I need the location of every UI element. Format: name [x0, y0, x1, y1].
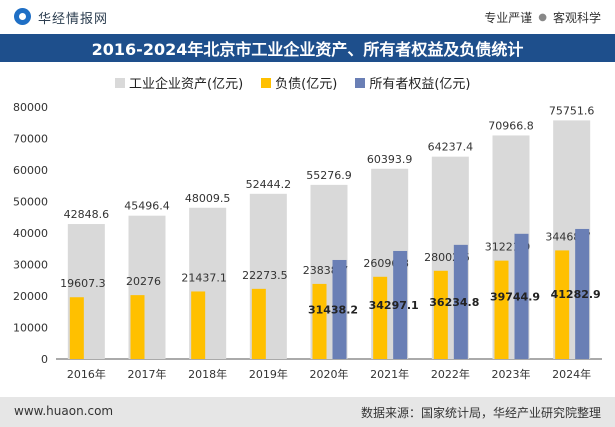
tagline-1: 专业严谨: [484, 11, 533, 25]
bar-liabilities: [494, 260, 509, 359]
bar-liabilities: [69, 297, 84, 359]
y-tick-label: 0: [41, 353, 48, 366]
data-label-assets: 75751.6: [549, 104, 595, 117]
bar-equity: [393, 250, 408, 359]
legend-label-equity: 所有者权益(亿元): [369, 77, 471, 92]
legend-item-equity: 所有者权益(亿元): [355, 73, 470, 92]
legend-swatch-assets: [115, 77, 125, 88]
y-tick-label: 80000: [13, 101, 48, 114]
data-label-assets: 55276.9: [306, 169, 352, 182]
footer-source: 数据来源：国家统计局，华经产业研究院整理: [360, 406, 601, 420]
y-tick-label: 60000: [13, 164, 48, 177]
data-label-liabilities: 20276: [126, 275, 161, 288]
x-tick-label: 2020年: [310, 367, 349, 381]
chart-title: 2016-2024年北京市工业企业资产、所有者权益及负债统计: [0, 34, 615, 62]
data-label-equity: 41282.9: [551, 288, 601, 301]
y-tick-label: 50000: [13, 196, 48, 209]
bar-liabilities: [191, 291, 206, 359]
x-tick-label: 2018年: [188, 367, 227, 381]
brand-logo-icon: [14, 8, 31, 25]
data-label-liabilities: 19607.3: [60, 277, 106, 290]
data-label-assets: 48009.5: [185, 192, 231, 205]
legend-item-liabilities: 负债(亿元): [261, 73, 337, 92]
y-tick-label: 70000: [13, 133, 48, 146]
brand-name: 华经情报网: [38, 12, 109, 27]
data-label-assets: 70966.8: [488, 119, 534, 132]
legend-swatch-liabilities: [261, 77, 272, 88]
bar-chart: 0 10000 20000 30000 40000 50000 60000 70000 8000…: [13, 101, 602, 381]
data-label-liabilities: 21437.1: [181, 271, 227, 284]
tagline-2: 客观科学: [552, 11, 601, 25]
x-tick-label: 2017年: [128, 367, 167, 381]
y-tick-label: 30000: [13, 259, 48, 272]
data-label-equity: 39744.9: [490, 290, 540, 303]
bar-equity: [453, 244, 468, 359]
y-tick-label: 10000: [13, 322, 48, 335]
data-label-equity: 36234.8: [429, 296, 479, 309]
bar-liabilities: [130, 295, 145, 359]
x-tick-label: 2019年: [249, 367, 288, 381]
data-label-assets: 64237.4: [428, 141, 474, 154]
bar-liabilities: [251, 288, 266, 359]
x-tick-label: 2021年: [370, 367, 409, 381]
y-tick-label: 20000: [13, 290, 48, 303]
tagline: 专业严谨 ● 客观科学: [484, 9, 601, 26]
data-label-assets: 45496.4: [124, 200, 170, 213]
x-tick-label: 2016年: [67, 367, 106, 381]
bar-liabilities: [312, 283, 327, 359]
legend-item-assets: 工业企业资产(亿元): [115, 73, 243, 92]
tagline-separator-icon: ●: [538, 12, 547, 23]
bar-equity: [332, 259, 347, 359]
bar-liabilities: [373, 276, 388, 359]
data-label-assets: 52444.2: [246, 178, 292, 191]
data-label-equity: 34297.1: [369, 299, 419, 312]
legend-label-liabilities: 负债(亿元): [275, 77, 338, 92]
footer: www.huaon.com 数据来源：国家统计局，华经产业研究院整理: [0, 397, 615, 427]
bar-equity: [575, 228, 590, 359]
x-tick-label: 2023年: [492, 367, 531, 381]
data-label-liabilities: 22273.5: [242, 269, 288, 282]
bar-liabilities: [555, 250, 570, 359]
footer-url[interactable]: www.huaon.com: [14, 404, 114, 418]
legend-swatch-equity: [355, 77, 366, 88]
chart-legend: 工业企业资产(亿元) 负债(亿元) 所有者权益(亿元): [115, 73, 470, 92]
y-tick-label: 40000: [13, 227, 48, 240]
top-bar: 华经情报网 专业严谨 ● 客观科学: [0, 0, 615, 34]
legend-label-assets: 工业企业资产(亿元): [129, 77, 244, 92]
data-label-equity: 31438.2: [308, 303, 358, 316]
x-tick-label: 2024年: [552, 367, 591, 381]
data-label-assets: 42848.6: [64, 208, 110, 221]
data-label-assets: 60393.9: [367, 153, 413, 166]
bar-equity: [514, 233, 529, 359]
x-tick-label: 2022年: [431, 367, 470, 381]
bar-liabilities: [433, 270, 448, 359]
